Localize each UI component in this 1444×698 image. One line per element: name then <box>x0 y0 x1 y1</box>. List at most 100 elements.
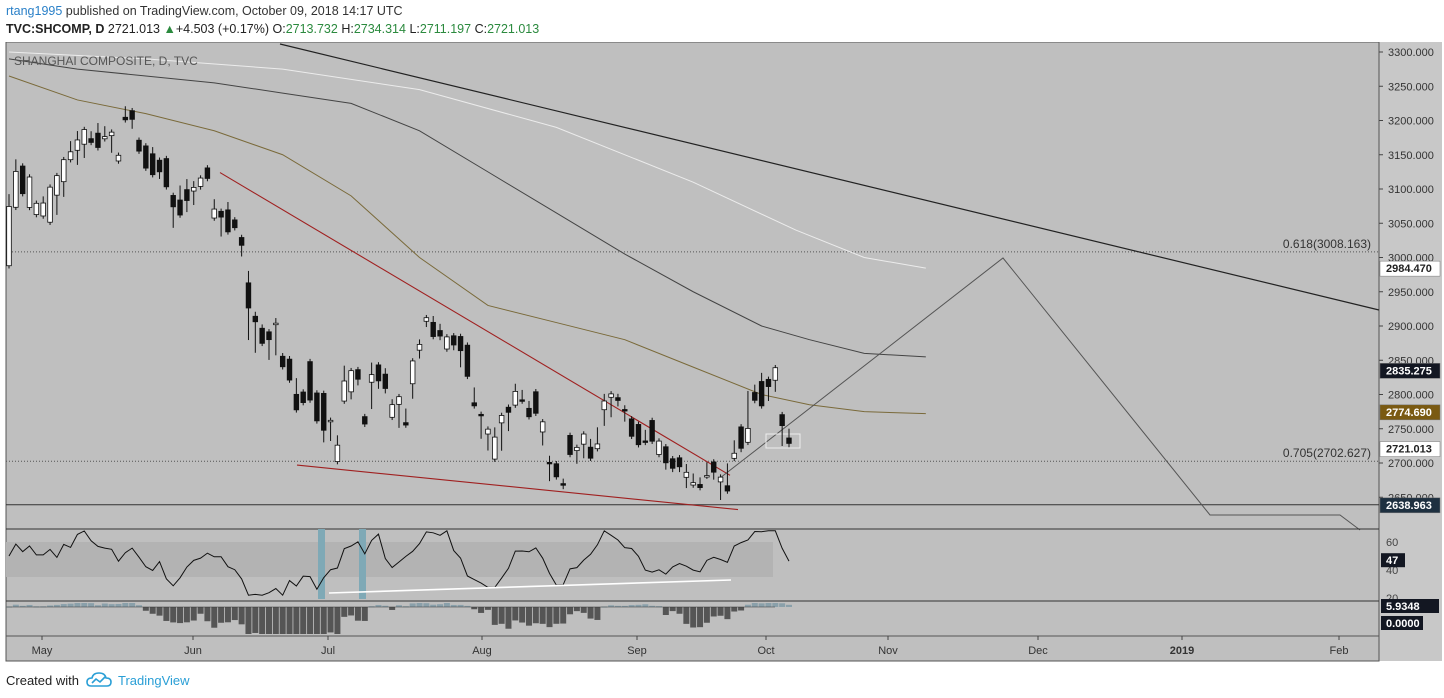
macd-histogram-bar <box>525 607 532 626</box>
macd-histogram-bar <box>190 607 197 621</box>
candle-body <box>218 210 224 218</box>
macd-histogram-bar <box>450 604 457 607</box>
candle-body <box>88 138 94 143</box>
candle-body <box>505 406 512 413</box>
macd-histogram-bar <box>505 607 512 629</box>
fib-level-705: 0.705(2702.627) <box>1283 446 1371 460</box>
wedge-upper-line <box>219 172 731 476</box>
macd-histogram-bar <box>279 607 286 634</box>
candle-body <box>362 416 368 425</box>
macd-histogram-bar <box>375 604 382 607</box>
macd-histogram-bar <box>218 607 225 623</box>
candle-body <box>601 400 607 411</box>
macd-histogram-bar <box>785 604 792 607</box>
candle-body <box>758 381 765 407</box>
candle-body <box>273 322 279 326</box>
macd-histogram-bar <box>649 605 656 607</box>
macd-histogram-bar <box>484 607 491 610</box>
candle-body <box>115 154 122 162</box>
candle-body <box>622 409 628 412</box>
macd-histogram-bar <box>744 604 751 607</box>
price-tick-label: 3250.000 <box>1388 81 1434 93</box>
candle-body <box>184 189 190 201</box>
macd-pane: 5.9348 0.0000 <box>6 599 1439 634</box>
macd-histogram-bar <box>101 603 108 607</box>
price-tick-label: 3200.000 <box>1388 116 1434 128</box>
macd-histogram-bar <box>546 607 553 628</box>
macd-histogram-bar <box>662 607 669 615</box>
candle-body <box>396 396 402 405</box>
candle-body <box>615 397 621 401</box>
macd-histogram-bar <box>409 603 416 607</box>
rsi-oversold-marker <box>359 529 366 599</box>
change-value: +4.503 (+0.17%) <box>175 22 269 36</box>
projection-path <box>719 257 1361 531</box>
macd-histogram-bar <box>395 605 402 607</box>
time-tick-label: Oct <box>757 645 774 657</box>
candle-body <box>608 393 614 398</box>
macd-histogram-bar <box>724 607 731 620</box>
candle-body <box>26 176 33 208</box>
candle-body <box>300 391 306 403</box>
chart-title: SHANGHAI COMPOSITE, D, TVC <box>14 54 198 68</box>
marker-box <box>765 433 801 449</box>
candle-body <box>697 484 703 488</box>
time-tick-label: Sep <box>627 645 647 657</box>
macd-histogram-bar <box>655 606 662 608</box>
macd-histogram-bar <box>259 607 266 634</box>
macd-histogram-bar <box>286 607 293 634</box>
open-value: 2713.732 <box>285 22 338 36</box>
candle-body <box>403 422 409 426</box>
macd-histogram-bar <box>272 607 279 634</box>
created-with-text: Created with <box>6 673 79 688</box>
time-tick-label: Jul <box>321 645 335 657</box>
candle-body <box>266 331 272 341</box>
time-tick-label: Aug <box>472 645 492 657</box>
candle-body <box>279 355 286 368</box>
price-tick-label: 3100.000 <box>1388 184 1434 196</box>
macd-histogram-bar <box>683 607 690 624</box>
candle-body <box>382 373 389 389</box>
macd-histogram-bar <box>108 604 115 607</box>
macd-histogram-bar <box>361 607 368 621</box>
candle-body <box>669 458 676 469</box>
macd-histogram-bar <box>491 607 498 625</box>
macd-histogram-bar <box>197 607 204 614</box>
candle-body <box>539 421 546 433</box>
macd-histogram-bar <box>156 607 163 616</box>
macd-histogram-bar <box>676 607 683 614</box>
macd-zero-text: 0.0000 <box>1386 618 1420 630</box>
low-value: 2711.197 <box>419 22 472 36</box>
macd-histogram-bar <box>703 607 710 623</box>
up-arrow-icon: ▲ <box>163 22 176 36</box>
tradingview-link[interactable]: TradingView <box>118 673 190 688</box>
candle-body <box>156 159 163 173</box>
candle-body <box>19 165 26 195</box>
macd-histogram-bar <box>779 603 786 607</box>
candle-body <box>341 380 347 402</box>
candle-body <box>95 132 101 148</box>
candle-body <box>252 315 259 323</box>
candle-body <box>67 151 74 161</box>
price-badge-label: 2774.690 <box>1386 407 1432 419</box>
rsi-value-badge <box>1381 553 1405 568</box>
price-badge <box>1379 404 1441 421</box>
macd-histogram-bar <box>252 607 259 633</box>
candle-body <box>430 321 436 337</box>
candle-body <box>676 457 683 468</box>
macd-histogram-bar <box>614 605 621 607</box>
candle-body <box>13 171 19 208</box>
candle-body <box>40 202 46 217</box>
author-link[interactable]: rtang1995 <box>6 4 63 18</box>
price-tick-label: 2950.000 <box>1388 287 1434 299</box>
candle-body <box>33 202 40 215</box>
macd-histogram-bar <box>170 607 177 623</box>
candle-body <box>752 392 758 401</box>
fib-level-618: 0.618(3008.163) <box>1283 237 1371 251</box>
macd-histogram-bar <box>163 607 170 621</box>
candle-body <box>61 159 67 183</box>
candle-body <box>451 335 457 346</box>
macd-histogram-bar <box>94 605 101 607</box>
macd-histogram-bar <box>53 604 60 607</box>
